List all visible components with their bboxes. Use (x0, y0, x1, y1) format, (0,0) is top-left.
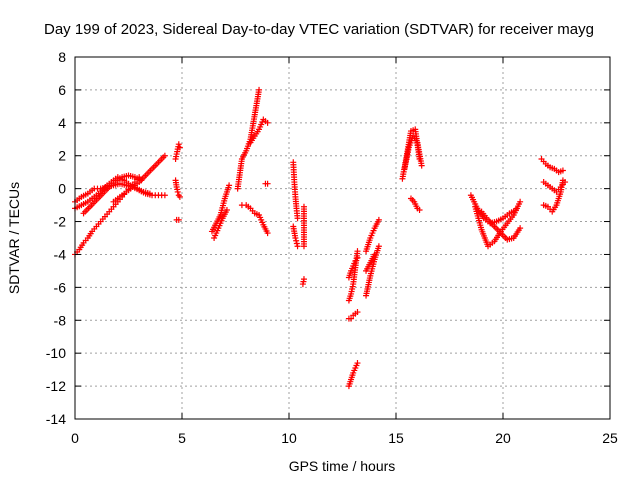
series-arc30 (472, 198, 524, 250)
series-arc28 (407, 195, 423, 214)
data-point (354, 309, 361, 316)
data-point (354, 360, 361, 367)
data-point (300, 276, 307, 283)
data-point (294, 215, 301, 222)
series-arc15 (290, 159, 301, 222)
series-arc16 (290, 223, 301, 250)
data-point (176, 193, 183, 200)
series-arc12 (238, 202, 271, 237)
x-axis-label: GPS time / hours (289, 458, 396, 474)
data-point (175, 141, 182, 148)
x-tick-label: 20 (495, 430, 511, 446)
data-point (174, 188, 181, 195)
y-tick-label: 2 (58, 148, 66, 164)
data-point (226, 182, 233, 189)
x-tick-label: 0 (71, 430, 79, 446)
x-tick-label: 10 (281, 430, 297, 446)
data-point (371, 251, 378, 258)
data-points (72, 86, 569, 390)
plot-frame (74, 56, 611, 420)
data-point (175, 216, 182, 223)
data-point (293, 237, 300, 244)
y-tick-label: -2 (54, 214, 67, 230)
y-tick-label: -4 (54, 246, 67, 262)
x-tick-label: 15 (388, 430, 404, 446)
series-arc4 (80, 172, 145, 217)
data-point (354, 254, 361, 261)
data-point (161, 152, 168, 159)
axis-ticks: -14 -12 -10 -8 -6 -4 -2 0 2 4 6 8 0 5 10 15 20 25 (46, 49, 618, 446)
series-arc17 (300, 203, 307, 250)
y-tick-label: 0 (58, 181, 66, 197)
series-arc9 (208, 182, 233, 235)
data-point (264, 119, 271, 126)
data-point (292, 235, 299, 241)
data-point (559, 177, 566, 184)
series-arc32 (538, 156, 566, 176)
series-arc14 (262, 180, 271, 187)
series-arc19 (345, 360, 361, 390)
series-arc25 (363, 251, 378, 274)
series-arc27 (401, 132, 425, 172)
y-tick-label: -6 (54, 279, 67, 295)
data-point (294, 243, 301, 250)
series-arc20 (345, 309, 361, 322)
data-point (293, 240, 300, 247)
y-tick-label: -12 (46, 378, 66, 394)
y-tick-label: 4 (58, 115, 66, 131)
y-tick-label: 6 (58, 82, 66, 98)
series-arc24 (363, 216, 382, 255)
data-point (375, 216, 382, 223)
data-point (223, 207, 230, 214)
y-axis-label: SDTVAR / TECUs (6, 182, 22, 294)
series-arc8 (173, 216, 182, 223)
data-point (416, 207, 423, 214)
data-point (517, 198, 524, 205)
y-tick-label: -14 (46, 411, 66, 427)
series-arc21 (345, 248, 361, 304)
series-arc18 (299, 276, 307, 288)
data-point (264, 180, 271, 187)
data-point (300, 243, 307, 250)
data-point (264, 230, 271, 237)
x-tick-label: 25 (602, 430, 618, 446)
data-point (256, 86, 263, 93)
series-arc13 (247, 116, 271, 146)
data-point (418, 162, 425, 169)
series-arc6 (172, 141, 183, 163)
data-point (375, 243, 382, 250)
series-arc10 (211, 207, 230, 241)
series-arc31 (478, 208, 524, 243)
data-point (559, 167, 566, 174)
data-point (352, 258, 359, 265)
series-arc34 (540, 177, 566, 215)
y-tick-label: -8 (54, 312, 67, 328)
series-arc5 (110, 152, 168, 205)
data-point (354, 248, 361, 255)
series-arc7 (172, 177, 183, 200)
data-point (517, 225, 524, 232)
data-point (161, 192, 168, 199)
data-point (348, 315, 355, 322)
series-arc22 (345, 254, 361, 281)
x-tick-label: 5 (178, 430, 186, 446)
series-arc23 (363, 243, 382, 299)
grid (75, 57, 610, 419)
y-tick-label: 8 (58, 49, 66, 65)
y-tick-label: -10 (46, 345, 66, 361)
chart-title: Day 199 of 2023, Sidereal Day-to-day VTE… (44, 21, 594, 38)
series-arc11 (234, 86, 263, 192)
data-point (176, 144, 183, 151)
